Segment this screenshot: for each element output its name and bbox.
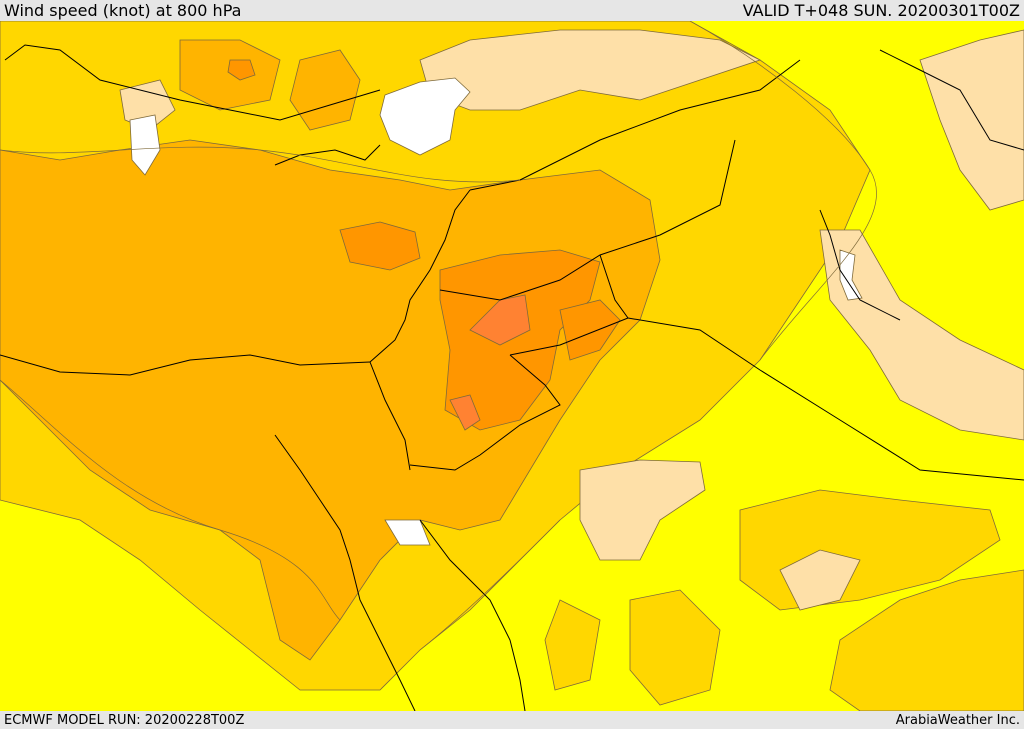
contour-band-highest xyxy=(449,294,531,431)
valid-time-label: VALID T+048 SUN. 20200301T00Z xyxy=(742,1,1020,20)
country-borders xyxy=(0,44,1024,711)
header-bar: Wind speed (knot) at 800 hPa VALID T+048… xyxy=(0,0,1024,21)
footer-bar: ECMWF MODEL RUN: 20200228T00Z ArabiaWeat… xyxy=(0,711,1024,729)
credit-label: ArabiaWeather Inc. xyxy=(895,712,1020,728)
contour-band-high xyxy=(227,59,621,431)
calm-wind-areas xyxy=(119,29,1024,611)
wind-speed-map xyxy=(0,21,1024,711)
model-run-label: ECMWF MODEL RUN: 20200228T00Z xyxy=(4,712,245,728)
masked-areas xyxy=(129,77,863,546)
isotach-lines xyxy=(0,21,877,651)
map-title: Wind speed (knot) at 800 hPa xyxy=(4,1,242,20)
